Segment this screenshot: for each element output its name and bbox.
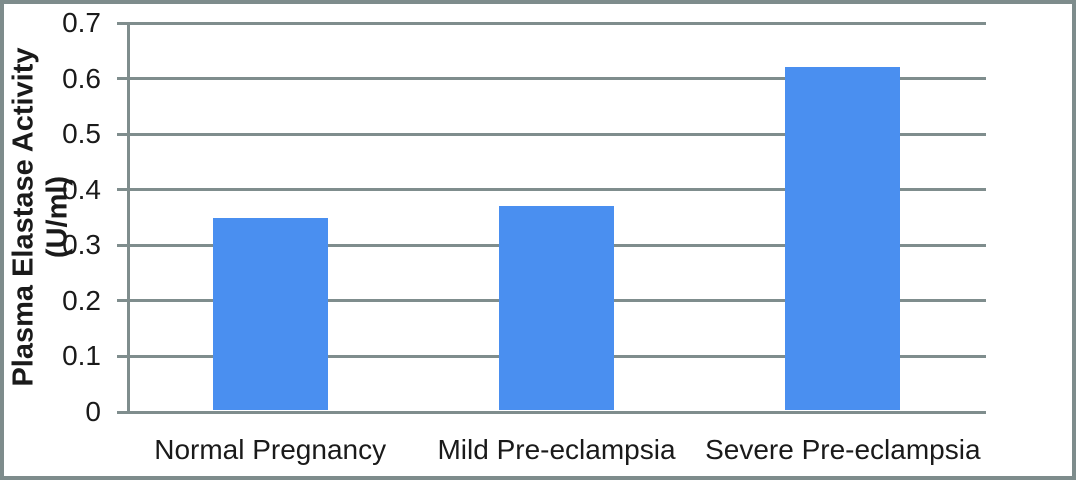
bar-mild-pre-eclampsia [499, 206, 614, 410]
y-axis-tick-label: 0.1 [62, 340, 101, 372]
x-axis-label: Normal Pregnancy [154, 434, 387, 465]
y-tick-mark-0.1 [117, 354, 130, 358]
x-axis-label: Severe Pre-eclampsia [705, 434, 981, 465]
y-tick-mark-0.7 [117, 21, 130, 25]
y-tick-mark-0 [117, 410, 130, 414]
x-axis-label: Mild Pre-eclampsia [437, 434, 676, 465]
y-axis-line [127, 23, 130, 414]
y-tick-mark-0.3 [117, 243, 130, 247]
y-tick-mark-0.4 [117, 188, 130, 192]
gridline-0.7 [127, 21, 986, 25]
gridline-0.5 [127, 132, 986, 136]
y-tick-mark-0.2 [117, 299, 130, 303]
bar-normal-pregnancy [212, 217, 328, 410]
y-axis-tick-label: 0.2 [62, 284, 101, 316]
x-axis-labels: Normal Pregnancy Mild Pre-eclampsia Severe… [127, 432, 986, 468]
y-axis-tick-label: 0.5 [62, 118, 101, 150]
y-axis-tick-label: 0.3 [62, 229, 101, 261]
y-axis-tick-label: 0 [85, 396, 101, 427]
gridline-0.4 [127, 188, 986, 192]
gridline-0 [127, 410, 986, 414]
bar-severe-pre-eclampsia [785, 67, 901, 410]
gridline-0.6 [127, 77, 986, 81]
plot-area [127, 21, 986, 414]
y-axis-tick-label: 0.4 [62, 173, 101, 205]
y-tick-mark-0.5 [117, 132, 130, 136]
y-tick-mark-0.6 [117, 77, 130, 81]
y-axis-tick-label: 0.7 [62, 7, 101, 38]
y-axis-tick-label: 0.6 [62, 62, 101, 94]
